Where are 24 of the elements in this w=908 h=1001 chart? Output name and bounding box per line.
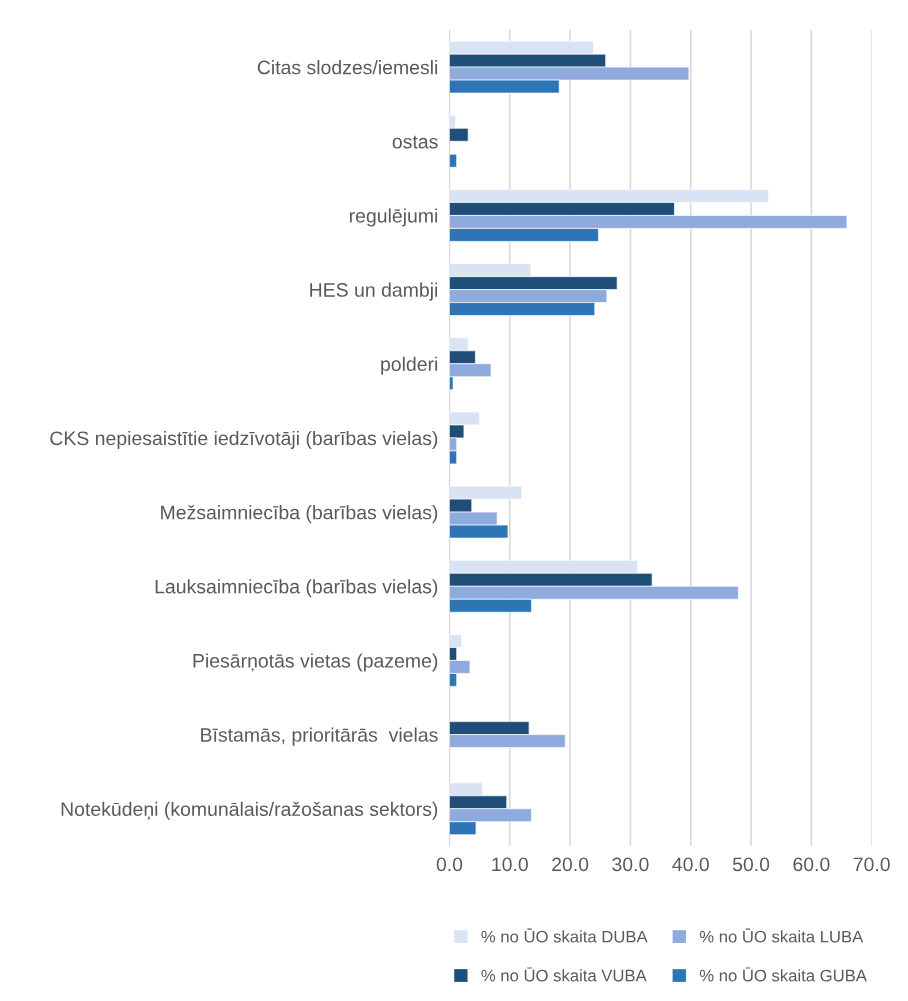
- x-tick-label: 50.0: [732, 857, 770, 872]
- y-tick-label: Mežsaimniecība (barības vielas): [161, 505, 438, 524]
- y-tick-label: polderi: [381, 356, 438, 375]
- y-tick-label: Citas slodzes/iemesli: [257, 60, 438, 75]
- x-tick-label: 70.0: [853, 857, 890, 872]
- x-tick-label: 0.0: [436, 857, 463, 872]
- legend-label: % no ŪO skaita GUBA: [699, 967, 867, 982]
- y-tick-label: regulējumi: [349, 208, 438, 227]
- x-tick-label: 40.0: [672, 857, 709, 872]
- y-tick-label: Lauksaimniecība (barības vielas): [155, 579, 438, 598]
- legend-label: % no ŪO skaita LUBA: [699, 928, 864, 943]
- y-tick-label: Bīstamās, prioritārās vielas: [201, 727, 438, 746]
- x-tick-label: 20.0: [552, 857, 589, 872]
- x-tick-label: 30.0: [612, 857, 649, 872]
- y-tick-label: Notekūdeņi (komunālais/ražošanas sektors): [61, 801, 438, 820]
- y-tick-label: HES un dambji: [310, 282, 438, 301]
- bar: [449, 153, 458, 168]
- x-tick-label: 10.0: [492, 857, 528, 872]
- x-tick-label: 60.0: [793, 857, 830, 872]
- legend-label: % no ŪO skaita DUBA: [481, 928, 648, 943]
- y-tick-label: CKS nepiesaistītie iedzīvotāji (barības vielas): [50, 430, 438, 450]
- y-tick-label: Piesārņotās vietas (pazeme): [193, 653, 438, 672]
- legend-label: % no ŪO skaita VUBA: [481, 967, 647, 982]
- y-tick-label: ostas: [392, 135, 438, 149]
